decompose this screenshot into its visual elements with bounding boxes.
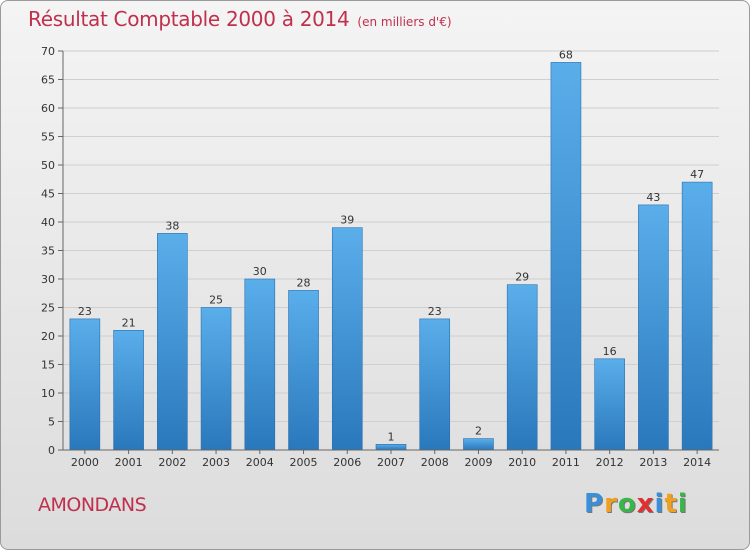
title-block: Résultat Comptable 2000 à 2014 (en millie… — [28, 7, 452, 31]
y-tick-label: 45 — [41, 188, 55, 201]
y-tick-label: 15 — [41, 359, 55, 372]
x-tick-label-2003: 2003 — [202, 456, 230, 469]
logo-letter: r — [604, 489, 618, 519]
y-tick-label: 0 — [48, 444, 55, 457]
bar-2007 — [375, 443, 407, 451]
data-label-2011: 68 — [559, 48, 573, 61]
logo-letter: t — [664, 489, 678, 519]
data-label-2012: 16 — [603, 345, 617, 358]
x-tick-label-2004: 2004 — [246, 456, 274, 469]
x-tick-label-2001: 2001 — [115, 456, 143, 469]
x-tick-label-2013: 2013 — [639, 456, 667, 469]
y-tick-label: 65 — [41, 74, 55, 87]
y-tick-label: 10 — [41, 387, 55, 400]
data-label-2010: 29 — [515, 271, 529, 284]
bar-2009 — [463, 438, 494, 451]
x-tick-label-2010: 2010 — [508, 456, 536, 469]
y-tick-label: 25 — [41, 302, 55, 315]
bar-2005 — [288, 290, 319, 451]
logo-letter: x — [636, 489, 655, 519]
place-name: AMONDANS — [38, 494, 147, 516]
bar-2008 — [419, 318, 451, 451]
x-tick-label-2006: 2006 — [333, 456, 361, 469]
y-tick-label: 20 — [41, 330, 55, 343]
x-axis: 2000 2001 2002 2003 2004 2005 2006 2007 2008 2009… — [63, 449, 719, 469]
data-label-2001: 21 — [122, 316, 136, 329]
bar-2001 — [113, 329, 144, 451]
data-label-2013: 43 — [646, 191, 660, 204]
logo-letter: i — [654, 489, 665, 519]
x-tick-label-2009: 2009 — [464, 456, 492, 469]
bar-2012 — [594, 358, 625, 451]
x-tick-label-2002: 2002 — [158, 456, 186, 469]
x-tick-label-2000: 2000 — [71, 456, 99, 469]
y-tick-label: 30 — [41, 273, 55, 286]
data-label-2004: 30 — [253, 265, 267, 278]
bar-2014 — [681, 181, 713, 451]
x-tick-label-2011: 2011 — [552, 456, 580, 469]
data-label-2006: 39 — [340, 214, 354, 227]
y-tick-label: 60 — [41, 102, 55, 115]
data-label-2009: 2 — [475, 425, 482, 438]
y-tick-label: 40 — [41, 216, 55, 229]
bar-2013 — [638, 204, 669, 451]
data-label-2002: 38 — [165, 219, 179, 232]
bars: 23 21 38 25 30 28 39 1 23 2 29 68 16 43 47 — [69, 48, 713, 451]
x-tick-label-2014: 2014 — [683, 456, 711, 469]
x-tick-label-2008: 2008 — [421, 456, 449, 469]
y-tick-label: 55 — [41, 131, 55, 144]
bar-2000 — [69, 318, 101, 451]
bar-2010 — [506, 284, 538, 451]
y-tick-label: 35 — [41, 245, 55, 258]
y-tick-label: 5 — [48, 416, 55, 429]
y-tick-label: 70 — [41, 45, 55, 58]
x-tick-label-2007: 2007 — [377, 456, 405, 469]
data-label-2003: 25 — [209, 294, 223, 307]
bar-2002 — [157, 233, 188, 451]
data-label-2008: 23 — [428, 305, 442, 318]
y-axis: 0 5 10 15 20 25 30 35 40 45 50 55 60 65 70 — [41, 45, 64, 457]
data-label-2000: 23 — [78, 305, 92, 318]
y-tick-label: 50 — [41, 159, 55, 172]
logo-letter: o — [617, 489, 637, 519]
proxiti-logo[interactable]: Proxiti — [584, 489, 688, 519]
bar-2003 — [200, 307, 232, 451]
data-label-2014: 47 — [690, 168, 704, 181]
data-label-2007: 1 — [388, 430, 395, 443]
bar-2006 — [331, 227, 363, 451]
bar-2004 — [244, 278, 276, 451]
logo-letter: i — [677, 489, 688, 519]
data-label-2005: 28 — [297, 276, 311, 289]
logo-letter: P — [584, 489, 605, 519]
bar-2011 — [550, 62, 582, 451]
chart-subtitle: (en milliers d'€) — [357, 15, 452, 29]
x-tick-label-2012: 2012 — [596, 456, 624, 469]
chart-title: Résultat Comptable 2000 à 2014 — [28, 7, 350, 31]
x-tick-label-2005: 2005 — [290, 456, 318, 469]
